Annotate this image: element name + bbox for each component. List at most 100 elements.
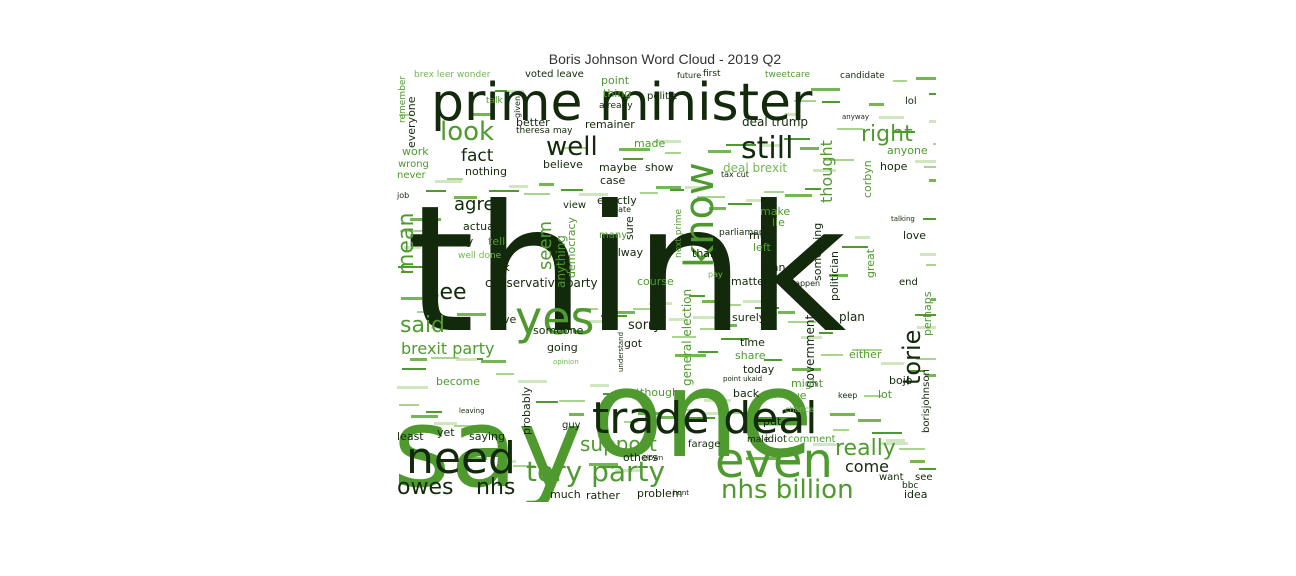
word-nhs: nhs — [476, 475, 515, 500]
word-actually: actually — [463, 220, 507, 233]
word-ask: ask — [491, 261, 510, 274]
word-man: man — [761, 261, 785, 274]
tiny-word-filler — [704, 399, 731, 402]
tiny-word-filler — [435, 180, 462, 183]
tiny-word-filler — [576, 308, 598, 310]
tiny-word-filler — [746, 457, 777, 460]
tiny-word-filler — [925, 374, 936, 377]
word-need: need — [406, 433, 516, 484]
chart-title: Boris Johnson Word Cloud - 2019 Q2 — [548, 51, 782, 67]
word-look: look — [440, 117, 494, 147]
tiny-word-filler — [687, 417, 715, 419]
word-know: know — [677, 162, 723, 268]
tiny-word-filler — [656, 186, 681, 189]
tiny-word-filler — [603, 393, 633, 395]
tiny-word-filler — [589, 463, 618, 466]
word-point-ukaid: point ukaid — [723, 375, 762, 383]
word-chance: chance — [785, 405, 814, 414]
tiny-word-filler — [819, 332, 833, 334]
word-see: see — [915, 472, 933, 483]
word-yet: yet — [437, 426, 455, 439]
word-future: future — [677, 71, 701, 80]
word-leaving: leaving — [459, 407, 485, 415]
word-sorry: sorry — [628, 318, 661, 333]
word-see: see — [428, 280, 467, 305]
tiny-word-filler — [776, 460, 796, 462]
word-deal-brexit: deal brexit — [723, 161, 787, 175]
word-lot: lot — [878, 388, 893, 401]
word-tory-party: tory party — [526, 455, 665, 488]
tiny-word-filler — [660, 416, 681, 419]
tiny-word-filler — [784, 113, 799, 116]
word-trade-deal: trade deal — [592, 393, 817, 444]
tiny-word-filler — [672, 336, 696, 338]
word-problem: problem — [637, 487, 683, 500]
tiny-word-filler — [640, 192, 658, 194]
word-cloud: think one say prime minister trade deal even n… — [393, 68, 936, 502]
tiny-word-filler — [764, 191, 784, 193]
tiny-word-filler — [801, 336, 822, 339]
word-said: said — [400, 313, 445, 338]
tiny-word-filler — [401, 297, 422, 300]
tiny-word-filler — [869, 103, 884, 106]
word-sure: sure — [623, 216, 636, 240]
tiny-word-filler — [929, 179, 936, 182]
tiny-word-filler — [402, 368, 426, 370]
tiny-word-filler — [509, 185, 528, 188]
word-one: one — [590, 346, 813, 485]
word-good: good — [614, 388, 639, 399]
word-wrong: wrong — [398, 159, 429, 170]
tiny-word-filler — [669, 318, 686, 321]
tiny-word-filler — [822, 101, 840, 103]
word-farage: farage — [688, 439, 720, 450]
tiny-word-filler — [665, 152, 681, 154]
word-want: want — [879, 472, 904, 483]
tiny-word-filler — [417, 311, 431, 313]
word-democracy: democracy — [565, 216, 578, 278]
tiny-word-filler — [489, 190, 519, 192]
tiny-word-filler — [481, 360, 506, 363]
tiny-word-filler — [481, 455, 507, 457]
word-fact: fact — [461, 146, 494, 166]
word-yes: yes — [515, 291, 595, 345]
word-maybe: maybe — [599, 161, 637, 174]
tiny-word-filler — [536, 401, 558, 403]
tiny-word-filler — [698, 351, 718, 353]
tiny-word-filler — [764, 359, 782, 361]
word-owes: owes — [397, 475, 453, 500]
tiny-word-filler — [615, 469, 640, 472]
word-become: become — [436, 375, 480, 388]
tiny-word-filler — [755, 307, 779, 309]
word-male: male — [747, 435, 770, 445]
tiny-word-filler — [821, 354, 843, 356]
word-everyone: everyone — [405, 96, 418, 148]
tiny-word-filler — [649, 302, 672, 305]
word-made: made — [634, 137, 665, 150]
tiny-word-filler — [842, 246, 868, 248]
word-better: better — [516, 116, 550, 129]
tiny-word-filler — [399, 114, 413, 116]
tiny-word-filler — [679, 409, 695, 411]
word-nhs-billion: nhs billion — [721, 475, 854, 502]
word-time: time — [740, 336, 765, 349]
tiny-word-filler — [559, 400, 585, 402]
tiny-word-filler — [805, 188, 821, 190]
tiny-word-filler — [410, 218, 441, 221]
word-perhaps: perhaps — [921, 291, 934, 336]
tiny-word-filler — [411, 415, 438, 418]
word-anything: anything — [554, 235, 568, 288]
tiny-word-filler — [743, 300, 774, 303]
tiny-word-filler — [916, 77, 936, 80]
word-bojo: bojo — [889, 374, 913, 387]
tiny-word-filler — [670, 189, 684, 191]
word-others: others — [623, 451, 658, 464]
word-thought: thought — [817, 140, 836, 203]
tiny-word-filler — [693, 316, 718, 319]
word-thing: thing — [603, 87, 631, 100]
word-deliver-brexit: deliver brexit — [423, 228, 436, 302]
word-seem: seem — [535, 221, 556, 270]
tiny-word-filler — [426, 190, 446, 192]
tiny-word-filler — [893, 80, 907, 82]
word-never: never — [397, 170, 427, 181]
tiny-word-filler — [879, 442, 908, 445]
